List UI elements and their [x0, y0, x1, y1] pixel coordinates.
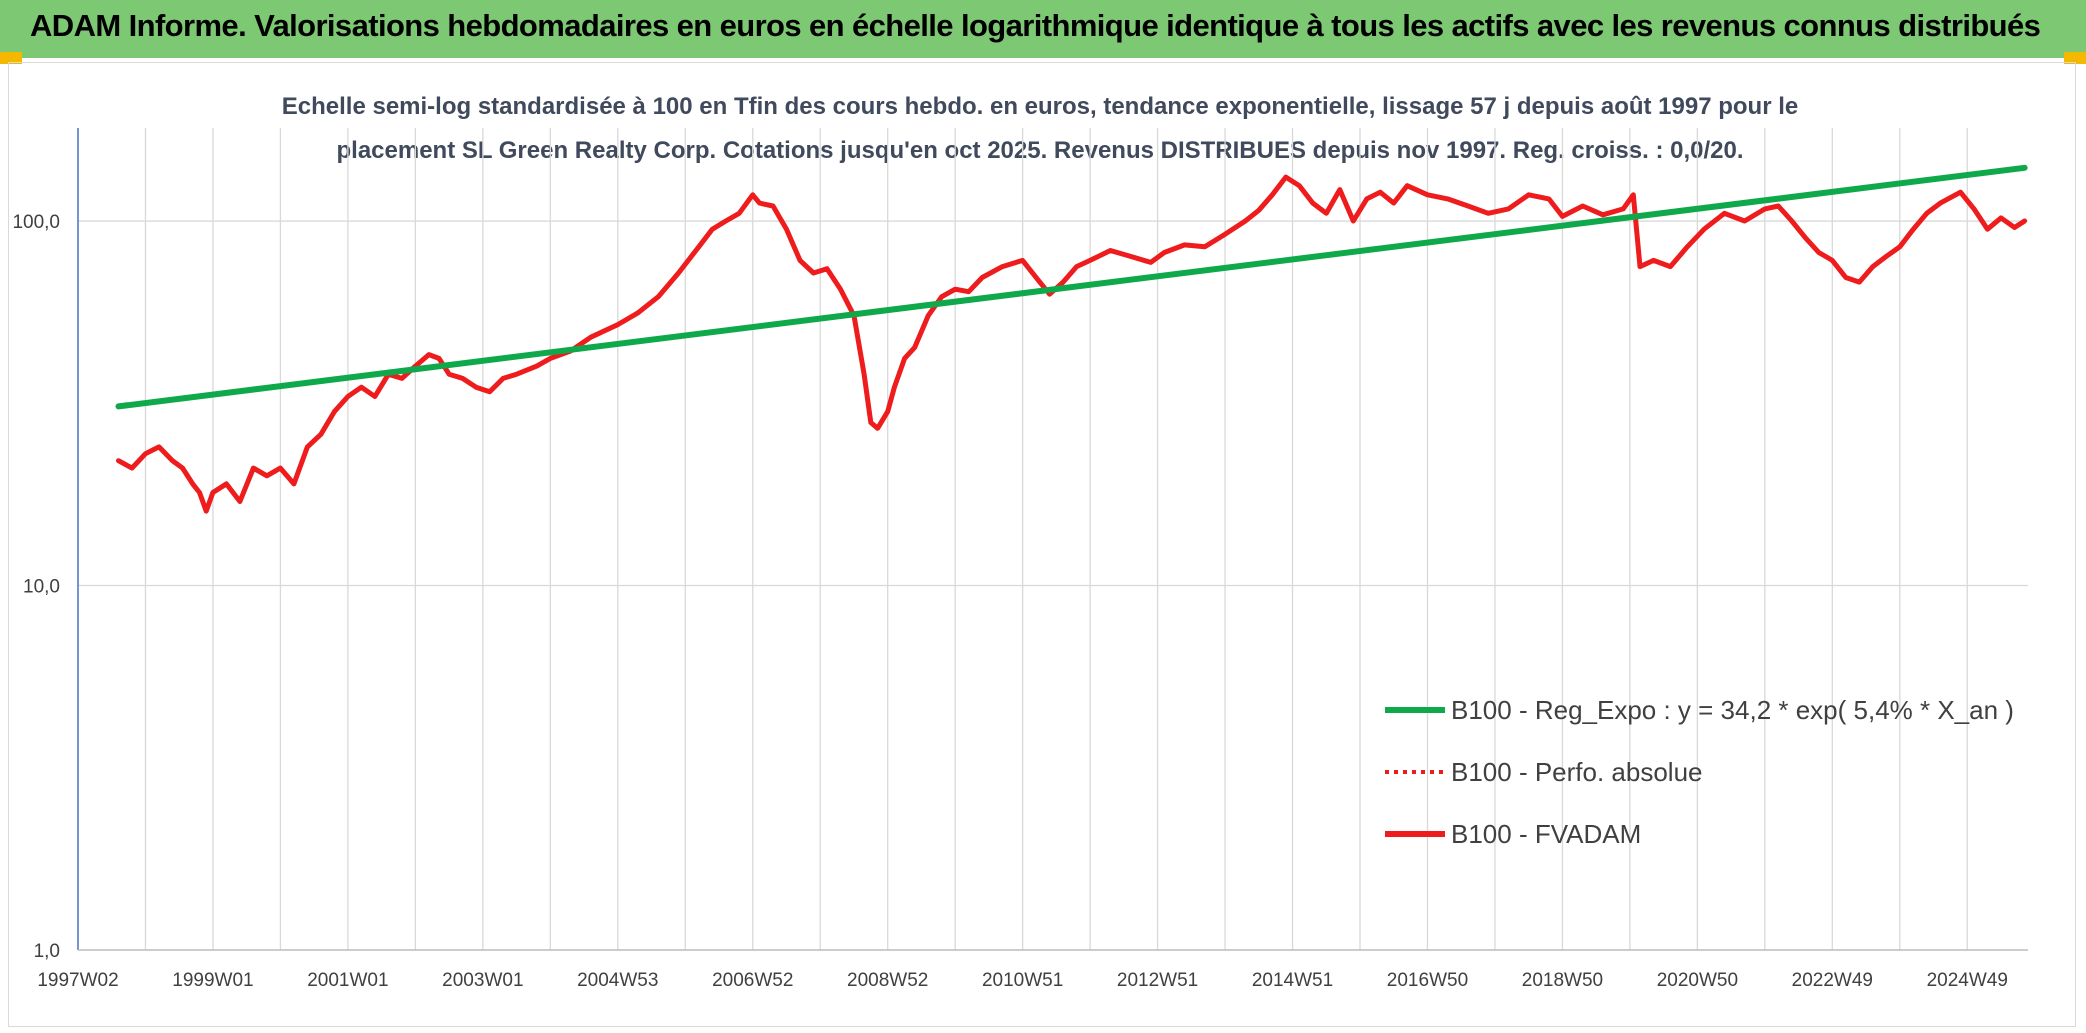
- x-tick-label: 2012W51: [1117, 970, 1198, 991]
- grid-lines: [77, 128, 2028, 951]
- legend-label-2: B100 - FVADAM: [1451, 819, 1641, 849]
- x-tick-label: 2006W52: [712, 970, 793, 991]
- x-tick-label: 2003W01: [442, 970, 523, 991]
- plot-area: [115, 164, 2028, 514]
- series-line-2: [116, 174, 2028, 514]
- chart-title-line-2: placement SL Green Realty Corp. Cotation…: [336, 137, 1743, 164]
- y-tick-label: 100,0: [12, 212, 60, 233]
- x-tick-label: 2008W52: [847, 970, 928, 991]
- x-tick-label: 1999W01: [172, 970, 253, 991]
- corner-marker-right: [2064, 52, 2086, 64]
- x-tick-label: 2016W50: [1387, 970, 1468, 991]
- x-tick-label: 2020W50: [1657, 970, 1738, 991]
- series-line-0: [115, 164, 2028, 410]
- x-tick-label: 2010W51: [982, 970, 1063, 991]
- x-tick-label: 1997W02: [37, 970, 118, 991]
- chart-frame: [8, 62, 2076, 1027]
- corner-marker-left: [0, 52, 22, 64]
- x-tick-label: 2024W49: [1927, 970, 2008, 991]
- title-banner: ADAM Informe. Valorisations hebdomadaire…: [0, 0, 2086, 58]
- x-tick-label: 2014W51: [1252, 970, 1333, 991]
- legend: B100 - Reg_Expo : y = 34,2 * exp( 5,4% *…: [1385, 695, 2014, 849]
- report-title: ADAM Informe. Valorisations hebdomadaire…: [30, 8, 2041, 43]
- y-tick-label: 10,0: [23, 577, 60, 598]
- x-tick-label: 2001W01: [307, 970, 388, 991]
- y-tick-label: 1,0: [34, 941, 60, 962]
- chart-title-line-1: Echelle semi-log standardisée à 100 en T…: [282, 93, 1799, 120]
- x-tick-label: 2018W50: [1522, 970, 1603, 991]
- x-tick-label: 2004W53: [577, 970, 658, 991]
- legend-label-0: B100 - Reg_Expo : y = 34,2 * exp( 5,4% *…: [1451, 695, 2014, 725]
- legend-label-1: B100 - Perfo. absolue: [1451, 757, 1703, 787]
- x-tick-label: 2022W49: [1792, 970, 1873, 991]
- axes: 1,0 10,0 100,0 1997W02 1999W01 2001W01 2003W01…: [12, 128, 2028, 991]
